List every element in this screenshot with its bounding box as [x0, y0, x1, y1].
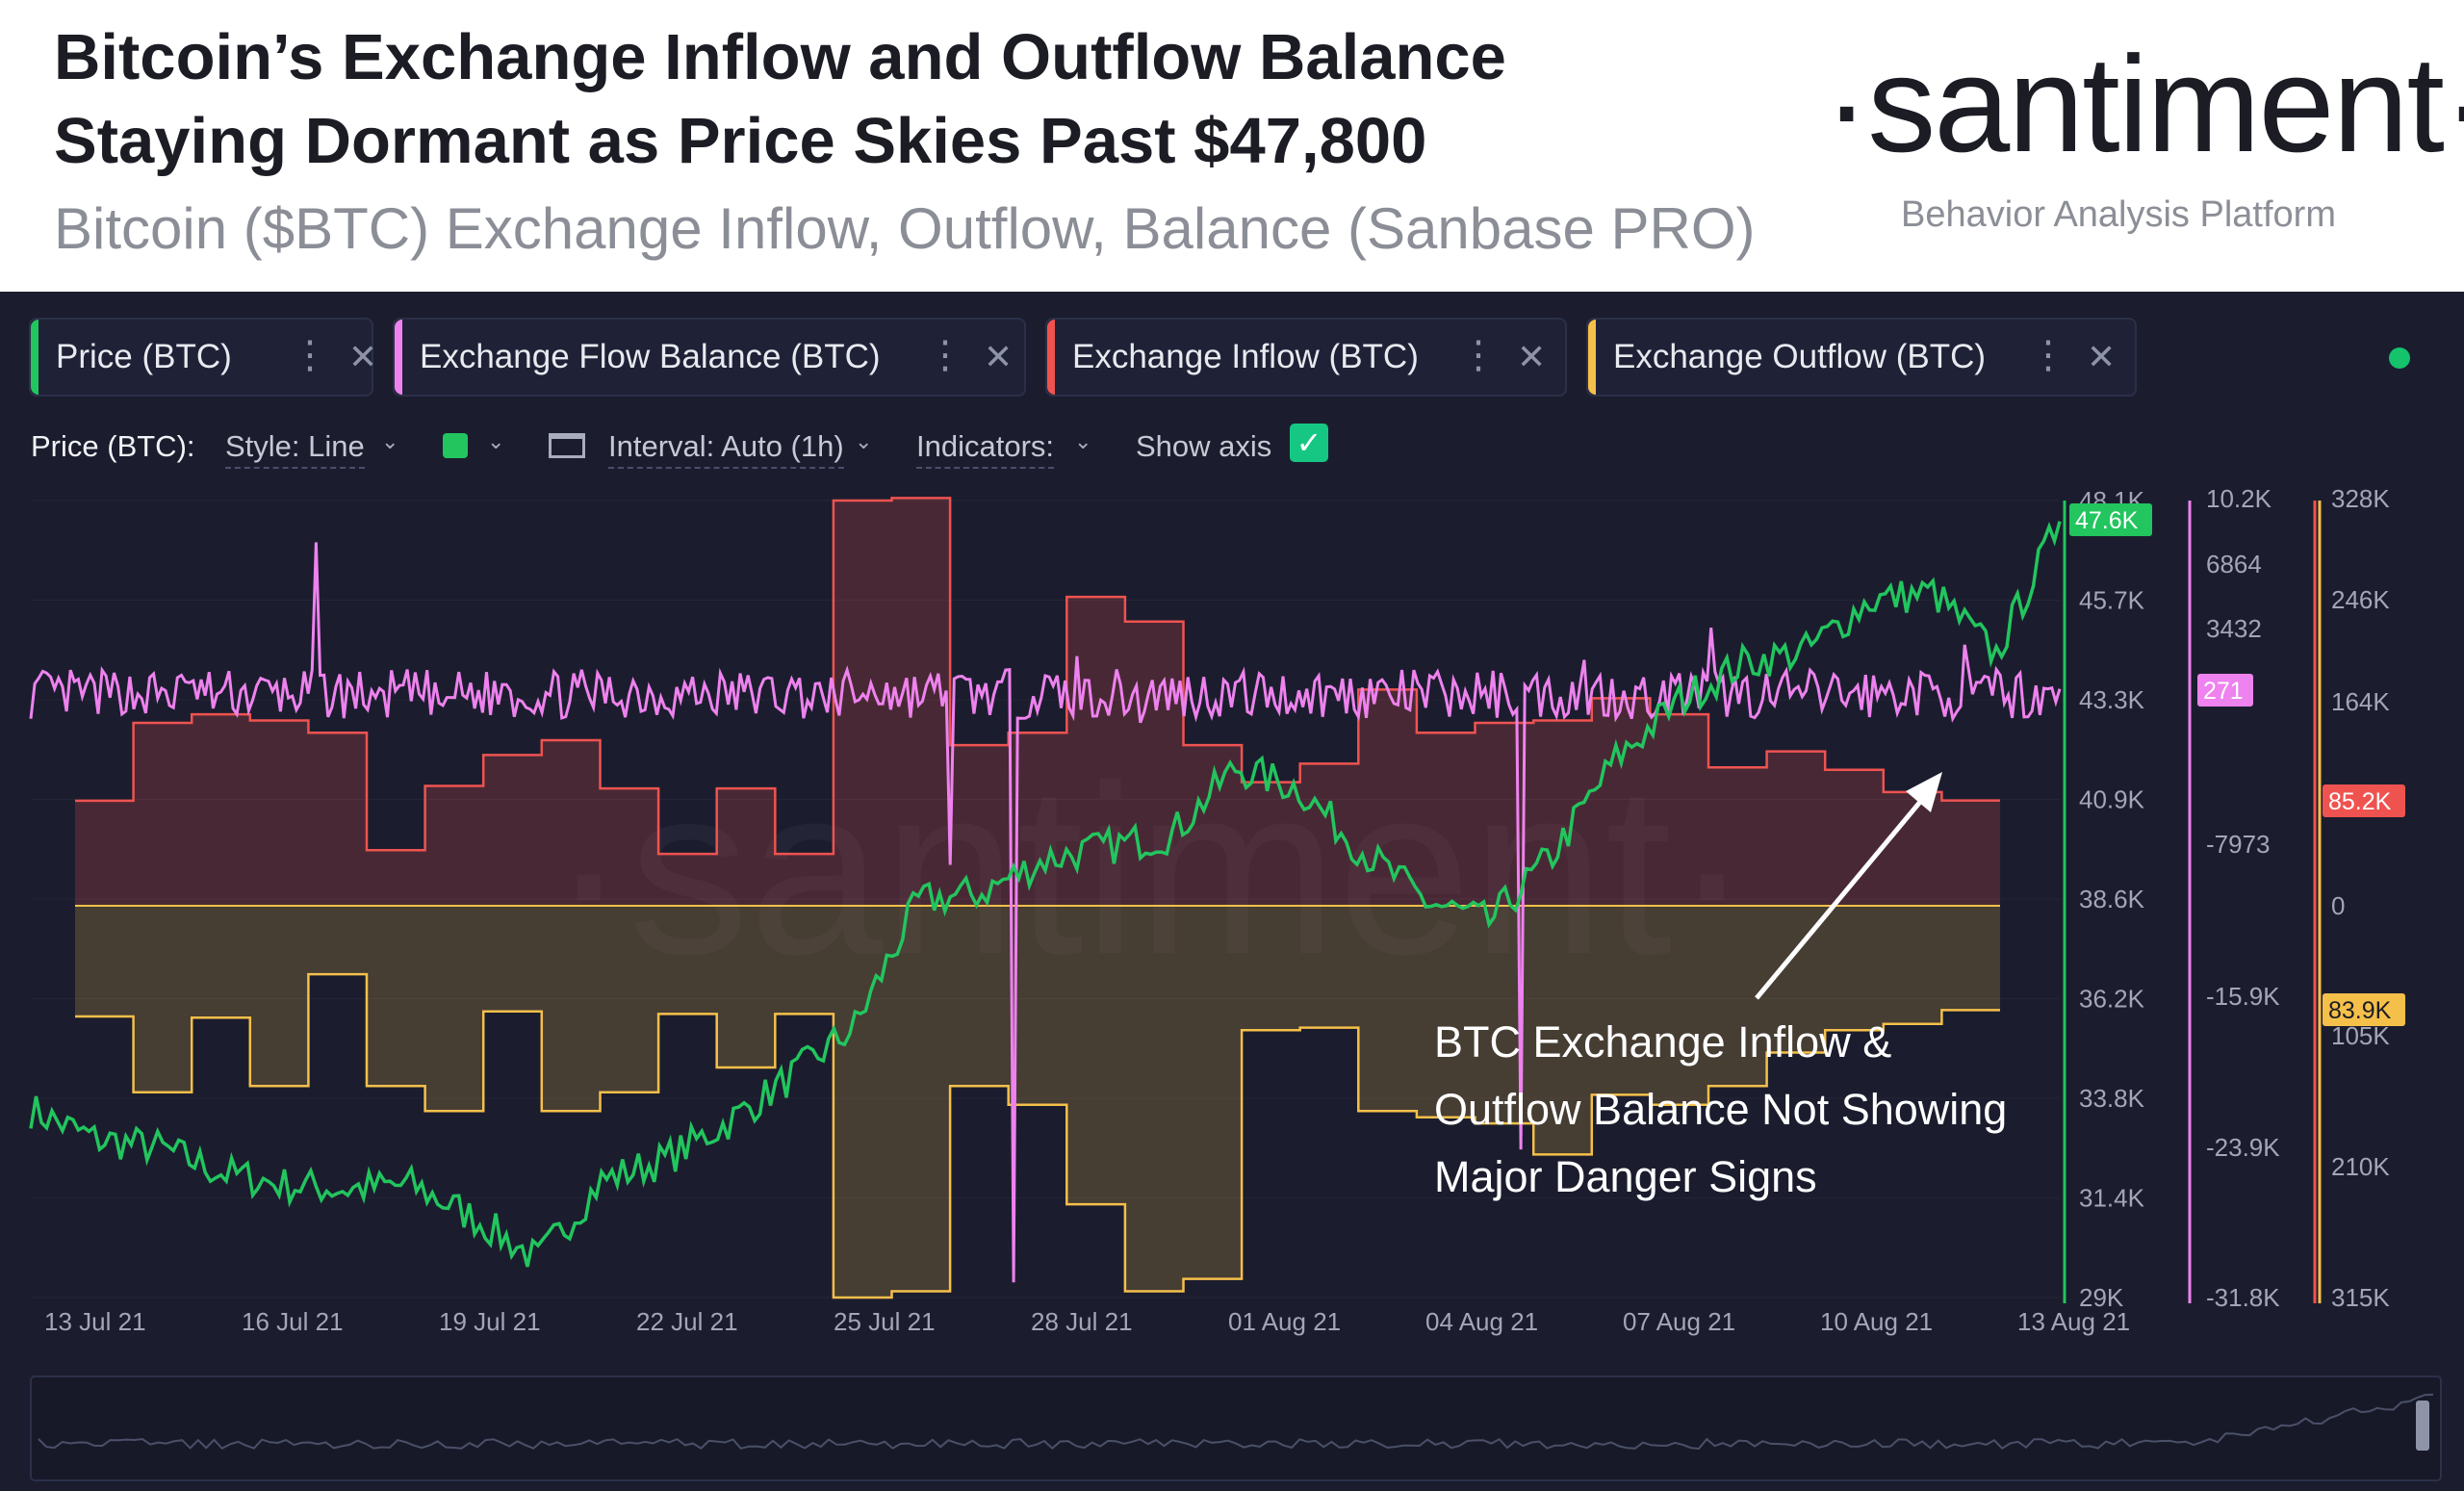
flow-balance-axis-tick: 6864 [2206, 550, 2262, 578]
tab-label: Exchange Flow Balance (BTC) [420, 338, 881, 375]
price-axis-tick: 29K [2079, 1283, 2124, 1312]
x-axis-tick: 25 Jul 21 [834, 1307, 936, 1336]
x-axis-tick: 10 Aug 21 [1820, 1307, 1933, 1336]
price-axis-tick: 31.4K [2079, 1184, 2145, 1213]
close-icon[interactable]: ✕ [984, 337, 1014, 376]
outflow-current-badge-bg [2323, 993, 2405, 1026]
navigator-handle [2416, 1401, 2429, 1451]
gridlines [31, 500, 2060, 1298]
annotation-arrow [1755, 783, 1937, 1000]
price-axis-tick: 36.2K [2079, 985, 2145, 1014]
tab-exchange-outflow[interactable]: Exchange Outflow (BTC) ⋮ ✕ [1586, 318, 2137, 397]
flow-balance-current-badge: 271 [2203, 678, 2244, 705]
tab-exchange-flow-balance[interactable]: Exchange Flow Balance (BTC) ⋮ ✕ [393, 318, 1026, 397]
flow-balance-axis-tick: -31.8K [2206, 1283, 2280, 1312]
flow-balance-axis-tick: -15.9K [2206, 982, 2280, 1011]
x-axis-ticks: 13 Jul 21 16 Jul 21 19 Jul 21 22 Jul 21 25 J… [44, 1307, 2130, 1336]
show-axis-label: Show axis [1136, 429, 1272, 463]
chevron-down-icon[interactable]: ⌄ [487, 429, 505, 453]
price-axis-tick: 45.7K [2079, 586, 2145, 615]
chevron-down-icon[interactable]: ⌄ [381, 429, 399, 453]
x-axis-tick: 01 Aug 21 [1228, 1307, 1341, 1336]
subheadline: Bitcoin ($BTC) Exchange Inflow, Outflow,… [54, 196, 1756, 261]
vertical-dots-icon[interactable]: ⋮ [1459, 334, 1498, 376]
inflow-outflow-axis-tick: 0 [2331, 891, 2345, 920]
series-line-exchange-outflow [75, 972, 2000, 1299]
close-icon[interactable]: ✕ [2087, 337, 2117, 376]
price-axis-tick: 33.8K [2079, 1084, 2145, 1113]
annotation-line: Outflow Balance Not Showing [1434, 1085, 2007, 1134]
annotation-line: Major Danger Signs [1434, 1152, 1817, 1201]
show-axis-checkbox[interactable]: ✓ [1290, 424, 1328, 462]
indicators-dropdown[interactable]: Indicators: [916, 429, 1055, 469]
live-status-dot [2389, 347, 2410, 369]
x-axis-tick: 13 Jul 21 [44, 1307, 146, 1336]
chevron-down-icon[interactable]: ⌄ [1074, 429, 1092, 453]
style-dropdown[interactable]: Style: Line [225, 429, 365, 469]
x-axis-tick: 19 Jul 21 [439, 1307, 541, 1336]
headline-line-1: Bitcoin’s Exchange Inflow and Outflow Ba… [54, 21, 1506, 93]
interval-dropdown[interactable]: Interval: Auto (1h) [608, 429, 844, 469]
chevron-down-icon[interactable]: ⌄ [855, 429, 873, 453]
tab-label: Exchange Inflow (BTC) [1072, 338, 1419, 375]
price-current-badge-bg [2069, 503, 2152, 536]
brand-tagline: Behavior Analysis Platform [1901, 194, 2336, 235]
close-icon[interactable]: ✕ [1517, 337, 1547, 376]
vertical-dots-icon[interactable]: ⋮ [291, 334, 329, 376]
x-axis-tick: 28 Jul 21 [1031, 1307, 1133, 1336]
price-current-badge: 47.6K [2075, 507, 2139, 534]
tab-exchange-inflow[interactable]: Exchange Inflow (BTC) ⋮ ✕ [1045, 318, 1567, 397]
series-line-exchange-flow-balance [29, 542, 2062, 1283]
x-axis-tick: 13 Aug 21 [2017, 1307, 2130, 1336]
close-icon[interactable]: ✕ [348, 337, 378, 376]
inflow-outflow-axis-tick: 164K [2331, 687, 2390, 716]
line-color-swatch[interactable] [443, 433, 468, 458]
brand-logo: ·santiment· [1824, 28, 2464, 181]
calendar-icon [549, 433, 585, 458]
flow-balance-axis-tick: 3432 [2206, 614, 2262, 643]
annotation-arrow-head [1906, 772, 1942, 812]
metric-settings-label: Price (BTC): [31, 429, 195, 463]
navigator-frame [30, 1375, 2442, 1481]
series-line-exchange-inflow [75, 497, 2000, 856]
tab-color-bar [1047, 320, 1055, 395]
flow-balance-current-badge-bg [2197, 674, 2253, 707]
x-axis-tick: 04 Aug 21 [1425, 1307, 1538, 1336]
annotation: BTC Exchange Inflow & Outflow Balance Not… [1434, 772, 2007, 1201]
tab-color-bar [1588, 320, 1596, 395]
x-axis-tick: 16 Jul 21 [242, 1307, 344, 1336]
headline-line-2: Staying Dormant as Price Skies Past $47,… [54, 105, 1427, 177]
price-axis-tick: 38.6K [2079, 885, 2145, 913]
inflow-outflow-axis-tick: 328K [2331, 484, 2390, 513]
x-axis-tick: 07 Aug 21 [1623, 1307, 1735, 1336]
price-axis-tick: 40.9K [2079, 785, 2145, 814]
outflow-current-badge: 83.9K [2328, 997, 2392, 1024]
inflow-outflow-axis-tick: 210K [2331, 1152, 2390, 1181]
inflow-current-badge-bg [2323, 784, 2405, 817]
x-axis-tick: 22 Jul 21 [636, 1307, 738, 1336]
flow-balance-axis-tick: -7973 [2206, 830, 2271, 859]
inflow-outflow-axis-tick: 315K [2331, 1283, 2390, 1312]
vertical-dots-icon[interactable]: ⋮ [2029, 334, 2067, 376]
tab-label: Exchange Outflow (BTC) [1613, 338, 1987, 375]
tab-price[interactable]: Price (BTC) ⋮ ✕ [29, 318, 377, 397]
tab-color-bar [395, 320, 402, 395]
tab-color-bar [31, 320, 38, 395]
inflow-current-badge: 85.2K [2328, 788, 2392, 815]
flow-balance-axis-tick: 10.2K [2206, 484, 2272, 513]
axes: 48.1K45.7K43.3K40.9K38.6K36.2K33.8K31.4K… [2063, 484, 2390, 1312]
header-banner: Bitcoin’s Exchange Inflow and Outflow Ba… [0, 0, 2464, 292]
inflow-outflow-axis-tick: 246K [2331, 585, 2390, 614]
range-navigator [30, 1375, 2442, 1481]
annotation-line: BTC Exchange Inflow & [1434, 1017, 1891, 1067]
vertical-dots-icon[interactable]: ⋮ [926, 334, 964, 376]
value-badges: 47.6K 271 85.2K 83.9K [2069, 503, 2405, 1026]
flow-balance-axis-tick: -23.9K [2206, 1133, 2280, 1162]
series-line-price [29, 521, 2062, 1268]
price-axis-tick: 43.3K [2079, 685, 2145, 714]
navigator-line [38, 1393, 2434, 1451]
tab-label: Price (BTC) [56, 338, 232, 375]
